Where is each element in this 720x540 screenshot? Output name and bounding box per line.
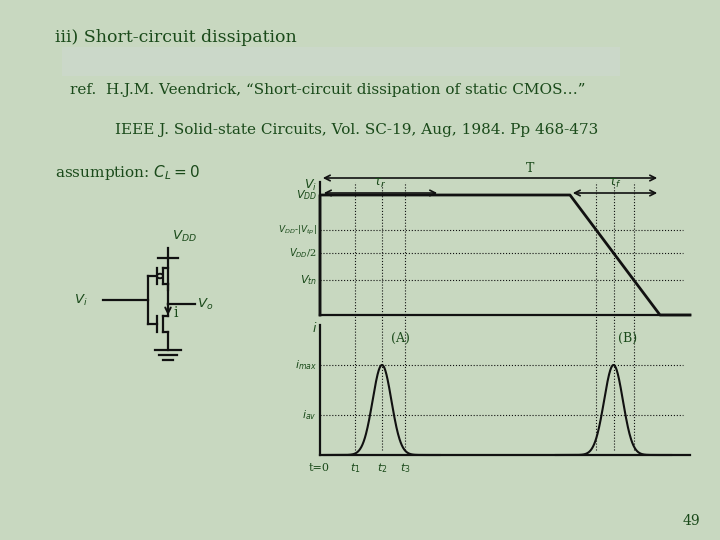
Text: T: T [526,162,534,175]
Text: (A): (A) [390,332,410,345]
Text: ref.  H.J.M. Veendrick, “Short-circuit dissipation of static CMOS…”: ref. H.J.M. Veendrick, “Short-circuit di… [70,83,585,97]
Text: t=0: t=0 [308,463,330,473]
Text: iii) Short-circuit dissipation: iii) Short-circuit dissipation [55,30,297,46]
FancyBboxPatch shape [62,46,620,76]
Text: $V_{DD}$: $V_{DD}$ [296,188,317,202]
Text: $i$: $i$ [312,321,317,335]
Text: $V_i$: $V_i$ [74,293,88,308]
Text: $i_{av}$: $i_{av}$ [302,408,317,422]
Text: $i_{max}$: $i_{max}$ [295,358,317,372]
Text: assumption: $C_L = 0$: assumption: $C_L = 0$ [55,164,200,183]
Text: $t_3$: $t_3$ [400,461,410,475]
Text: $t_2$: $t_2$ [377,461,387,475]
Text: $\tau_r$: $\tau_r$ [373,177,387,190]
Text: (B): (B) [618,332,637,345]
Circle shape [157,274,163,278]
Text: 49: 49 [683,514,700,528]
Text: $V_{tn}$: $V_{tn}$ [300,273,317,287]
Text: $V_{DD}$/2: $V_{DD}$/2 [289,246,317,260]
Text: $\tau_f$: $\tau_f$ [608,177,622,190]
Text: IEEE J. Solid-state Circuits, Vol. SC-19, Aug, 1984. Pp 468-473: IEEE J. Solid-state Circuits, Vol. SC-19… [115,123,598,137]
Text: $V_{DD}$-$|V_{tp}|$: $V_{DD}$-$|V_{tp}|$ [278,224,317,237]
Text: $V_{DD}$: $V_{DD}$ [172,229,197,244]
Text: $t_1$: $t_1$ [350,461,360,475]
Text: $V_i$: $V_i$ [304,178,317,193]
Text: i: i [173,306,178,320]
Text: $V_o$: $V_o$ [197,296,213,312]
